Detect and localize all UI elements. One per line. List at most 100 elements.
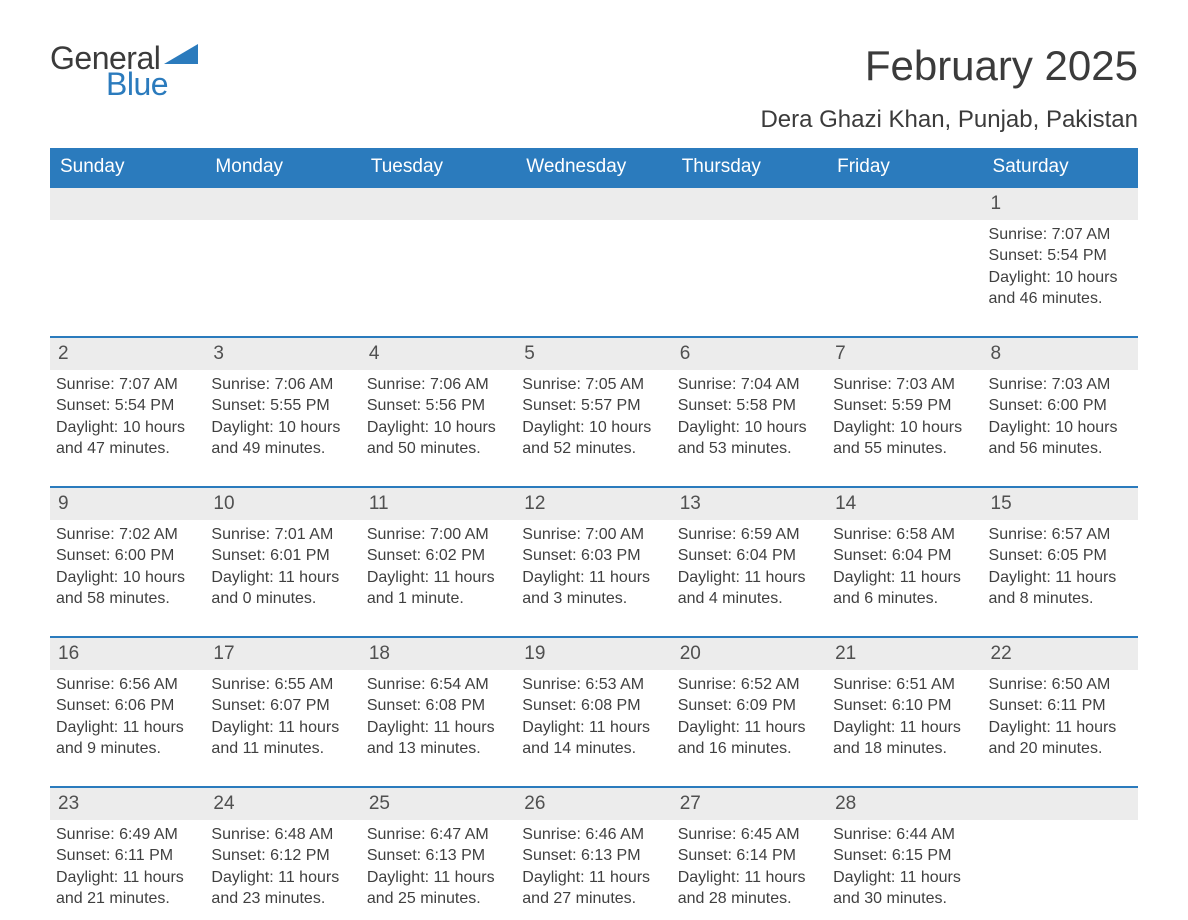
- daylight-text: Daylight: 11 hours and 0 minutes.: [211, 567, 354, 610]
- sunrise-text: Sunrise: 6:49 AM: [56, 824, 199, 846]
- weekday-header-tuesday: Tuesday: [361, 148, 516, 186]
- header-row: General Blue February 2025: [50, 42, 1138, 100]
- day-cell-6: 6Sunrise: 7:04 AMSunset: 5:58 PMDaylight…: [672, 338, 827, 470]
- daylight-text: Daylight: 11 hours and 9 minutes.: [56, 717, 199, 760]
- weekday-header-monday: Monday: [205, 148, 360, 186]
- day-number: 2: [50, 338, 205, 370]
- daylight-text: Daylight: 11 hours and 30 minutes.: [833, 867, 976, 910]
- day-number: 15: [983, 488, 1138, 520]
- day-cell-13: 13Sunrise: 6:59 AMSunset: 6:04 PMDayligh…: [672, 488, 827, 620]
- daylight-text: Daylight: 11 hours and 21 minutes.: [56, 867, 199, 910]
- sunrise-text: Sunrise: 7:07 AM: [989, 224, 1132, 246]
- day-number: 5: [516, 338, 671, 370]
- day-cell-empty: .: [50, 188, 205, 320]
- sunrise-text: Sunrise: 6:53 AM: [522, 674, 665, 696]
- day-cell-26: 26Sunrise: 6:46 AMSunset: 6:13 PMDayligh…: [516, 788, 671, 920]
- day-number: 8: [983, 338, 1138, 370]
- daylight-text: Daylight: 11 hours and 1 minute.: [367, 567, 510, 610]
- sunset-text: Sunset: 6:04 PM: [833, 545, 976, 567]
- daylight-text: Daylight: 10 hours and 56 minutes.: [989, 417, 1132, 460]
- sunset-text: Sunset: 6:01 PM: [211, 545, 354, 567]
- sunrise-text: Sunrise: 7:01 AM: [211, 524, 354, 546]
- sunset-text: Sunset: 5:54 PM: [56, 395, 199, 417]
- sunset-text: Sunset: 6:05 PM: [989, 545, 1132, 567]
- sunset-text: Sunset: 6:10 PM: [833, 695, 976, 717]
- day-number: 14: [827, 488, 982, 520]
- sunrise-text: Sunrise: 6:55 AM: [211, 674, 354, 696]
- day-cell-22: 22Sunrise: 6:50 AMSunset: 6:11 PMDayligh…: [983, 638, 1138, 770]
- week-row: 23Sunrise: 6:49 AMSunset: 6:11 PMDayligh…: [50, 786, 1138, 920]
- day-number: 16: [50, 638, 205, 670]
- day-cell-5: 5Sunrise: 7:05 AMSunset: 5:57 PMDaylight…: [516, 338, 671, 470]
- day-number: 13: [672, 488, 827, 520]
- daylight-text: Daylight: 11 hours and 11 minutes.: [211, 717, 354, 760]
- sunrise-text: Sunrise: 6:58 AM: [833, 524, 976, 546]
- day-number: 27: [672, 788, 827, 820]
- sunrise-text: Sunrise: 6:46 AM: [522, 824, 665, 846]
- sunset-text: Sunset: 6:04 PM: [678, 545, 821, 567]
- day-cell-11: 11Sunrise: 7:00 AMSunset: 6:02 PMDayligh…: [361, 488, 516, 620]
- day-number: 17: [205, 638, 360, 670]
- weekday-header-wednesday: Wednesday: [516, 148, 671, 186]
- day-number: 22: [983, 638, 1138, 670]
- day-number: 24: [205, 788, 360, 820]
- day-cell-empty: .: [983, 788, 1138, 920]
- day-cell-18: 18Sunrise: 6:54 AMSunset: 6:08 PMDayligh…: [361, 638, 516, 770]
- daylight-text: Daylight: 11 hours and 13 minutes.: [367, 717, 510, 760]
- day-number: .: [827, 188, 982, 220]
- sunset-text: Sunset: 5:58 PM: [678, 395, 821, 417]
- daylight-text: Daylight: 11 hours and 14 minutes.: [522, 717, 665, 760]
- daylight-text: Daylight: 11 hours and 20 minutes.: [989, 717, 1132, 760]
- day-number: 20: [672, 638, 827, 670]
- day-cell-1: 1Sunrise: 7:07 AMSunset: 5:54 PMDaylight…: [983, 188, 1138, 320]
- day-number: .: [361, 188, 516, 220]
- daylight-text: Daylight: 10 hours and 50 minutes.: [367, 417, 510, 460]
- location-text: Dera Ghazi Khan, Punjab, Pakistan: [50, 106, 1138, 134]
- sunrise-text: Sunrise: 6:51 AM: [833, 674, 976, 696]
- daylight-text: Daylight: 10 hours and 49 minutes.: [211, 417, 354, 460]
- day-number: 4: [361, 338, 516, 370]
- daylight-text: Daylight: 11 hours and 18 minutes.: [833, 717, 976, 760]
- weekday-header-row: SundayMondayTuesdayWednesdayThursdayFrid…: [50, 148, 1138, 186]
- weekday-header-friday: Friday: [827, 148, 982, 186]
- sunset-text: Sunset: 6:12 PM: [211, 845, 354, 867]
- sunset-text: Sunset: 6:08 PM: [522, 695, 665, 717]
- day-number: 12: [516, 488, 671, 520]
- day-number: 1: [983, 188, 1138, 220]
- sunset-text: Sunset: 6:13 PM: [522, 845, 665, 867]
- sunset-text: Sunset: 6:15 PM: [833, 845, 976, 867]
- day-cell-3: 3Sunrise: 7:06 AMSunset: 5:55 PMDaylight…: [205, 338, 360, 470]
- sunrise-text: Sunrise: 7:04 AM: [678, 374, 821, 396]
- day-number: 28: [827, 788, 982, 820]
- day-cell-21: 21Sunrise: 6:51 AMSunset: 6:10 PMDayligh…: [827, 638, 982, 770]
- daylight-text: Daylight: 11 hours and 27 minutes.: [522, 867, 665, 910]
- daylight-text: Daylight: 10 hours and 52 minutes.: [522, 417, 665, 460]
- day-number: 23: [50, 788, 205, 820]
- sunset-text: Sunset: 6:02 PM: [367, 545, 510, 567]
- day-cell-12: 12Sunrise: 7:00 AMSunset: 6:03 PMDayligh…: [516, 488, 671, 620]
- daylight-text: Daylight: 11 hours and 4 minutes.: [678, 567, 821, 610]
- sunrise-text: Sunrise: 7:05 AM: [522, 374, 665, 396]
- sunset-text: Sunset: 6:07 PM: [211, 695, 354, 717]
- sunrise-text: Sunrise: 7:00 AM: [367, 524, 510, 546]
- sunrise-text: Sunrise: 6:47 AM: [367, 824, 510, 846]
- sunset-text: Sunset: 6:11 PM: [989, 695, 1132, 717]
- day-number: 6: [672, 338, 827, 370]
- sunset-text: Sunset: 6:11 PM: [56, 845, 199, 867]
- sunset-text: Sunset: 6:09 PM: [678, 695, 821, 717]
- sunrise-text: Sunrise: 6:52 AM: [678, 674, 821, 696]
- sunrise-text: Sunrise: 7:03 AM: [989, 374, 1132, 396]
- daylight-text: Daylight: 11 hours and 6 minutes.: [833, 567, 976, 610]
- week-row: 2Sunrise: 7:07 AMSunset: 5:54 PMDaylight…: [50, 336, 1138, 470]
- day-cell-empty: .: [516, 188, 671, 320]
- daylight-text: Daylight: 10 hours and 46 minutes.: [989, 267, 1132, 310]
- weekday-header-thursday: Thursday: [672, 148, 827, 186]
- day-number: 19: [516, 638, 671, 670]
- sunset-text: Sunset: 6:03 PM: [522, 545, 665, 567]
- day-number: 18: [361, 638, 516, 670]
- day-cell-24: 24Sunrise: 6:48 AMSunset: 6:12 PMDayligh…: [205, 788, 360, 920]
- day-cell-empty: .: [205, 188, 360, 320]
- daylight-text: Daylight: 11 hours and 25 minutes.: [367, 867, 510, 910]
- sunrise-text: Sunrise: 7:02 AM: [56, 524, 199, 546]
- sunrise-text: Sunrise: 6:48 AM: [211, 824, 354, 846]
